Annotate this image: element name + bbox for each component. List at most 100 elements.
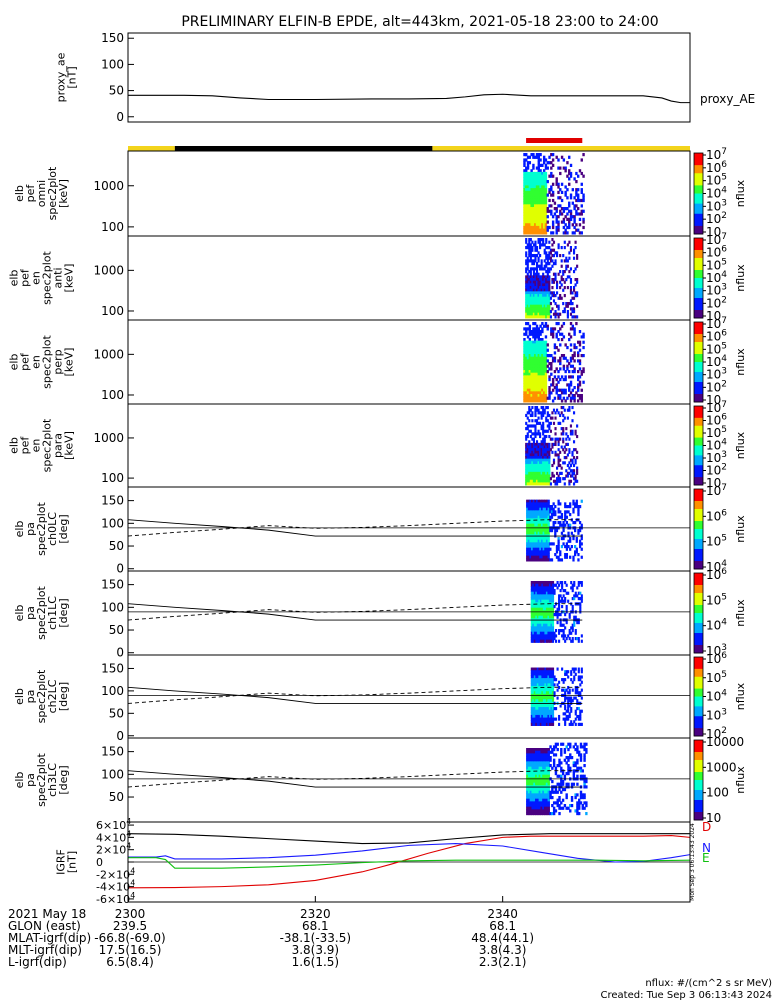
heatmap-cell (576, 812, 579, 816)
heatmap-cell (537, 190, 540, 194)
heatmap-cell (545, 469, 548, 473)
heatmap-cell (552, 521, 555, 525)
colorbar-step (694, 415, 703, 419)
heatmap-cell (526, 764, 529, 768)
heatmap-cell (565, 547, 569, 551)
heatmap-cell (540, 440, 543, 444)
heatmap-cell (536, 720, 539, 724)
heatmap-cell (567, 717, 570, 721)
heatmap-cell (566, 174, 569, 178)
heatmap-cell (542, 388, 546, 392)
heatmap-cell (569, 364, 573, 368)
heatmap-cell (545, 542, 549, 546)
heatmap-cell (557, 545, 560, 549)
heatmap-cell (530, 370, 533, 374)
heatmap-cell (544, 515, 547, 519)
heatmap-cell (547, 750, 550, 754)
heatmap-cell (541, 386, 544, 390)
heatmap-cell (528, 411, 531, 415)
heatmap-cell (526, 351, 530, 355)
heatmap-cell (563, 477, 566, 481)
heatmap-cell (552, 474, 556, 478)
heatmap-cell (534, 442, 537, 446)
heatmap-cell (532, 299, 536, 303)
heatmap-cell (532, 502, 535, 506)
heatmap-cell (529, 296, 532, 300)
heatmap-cell (542, 774, 545, 778)
heatmap-cell (553, 351, 557, 355)
heatmap-cell (556, 764, 559, 768)
heatmap-cell (552, 312, 556, 316)
heatmap-cell (537, 307, 540, 311)
heatmap-cell (540, 753, 543, 757)
heatmap-cell (526, 348, 530, 352)
heatmap-cell (568, 240, 571, 244)
heatmap-cell (535, 432, 539, 436)
heatmap-cell (541, 182, 544, 186)
heatmap-cell (560, 748, 563, 752)
heatmap-cell (546, 275, 549, 279)
y-tick-label: 150 (101, 578, 124, 592)
heatmap-cell (569, 745, 572, 749)
heatmap-cell (539, 523, 542, 527)
heatmap-cell (532, 204, 535, 208)
heatmap-cell (573, 204, 576, 208)
heatmap-cell (562, 406, 565, 410)
heatmap-cell (569, 523, 572, 527)
heatmap-cell (528, 424, 531, 428)
heatmap-cell (530, 699, 533, 703)
heatmap-cell (555, 391, 558, 395)
heatmap-cell (546, 228, 549, 232)
colorbar-step (694, 710, 703, 713)
heatmap-cell (551, 714, 555, 719)
heatmap-cell (532, 330, 535, 334)
heatmap-cell (578, 396, 582, 400)
colorbar-tick-label: 1000 (706, 760, 737, 774)
heatmap-cell (582, 332, 585, 336)
heatmap-cell (585, 780, 588, 784)
heatmap-cell (544, 553, 547, 557)
heatmap-cell (574, 474, 577, 478)
heatmap-cell (556, 479, 559, 483)
heatmap-cell (576, 699, 579, 703)
heatmap-cell (535, 683, 538, 687)
heatmap-cell (544, 680, 547, 684)
heatmap-cell (537, 238, 540, 242)
heatmap-cell (556, 453, 559, 457)
colorbar-step (694, 340, 703, 343)
heatmap-cell (542, 780, 545, 784)
heatmap-cell (569, 809, 572, 813)
heatmap-cell (551, 223, 555, 227)
heatmap-cell (542, 225, 546, 230)
heatmap-cell (562, 225, 566, 230)
heatmap-cell (532, 153, 535, 157)
heatmap-cell (580, 523, 583, 527)
heatmap-cell (557, 542, 560, 546)
colorbar-step (694, 601, 703, 604)
colorbar-step (694, 760, 703, 763)
heatmap-cell (579, 722, 582, 726)
colorbar-step (694, 274, 703, 277)
heatmap-cell (543, 304, 546, 308)
heatmap-cell (535, 605, 538, 609)
heatmap-cell (547, 790, 550, 794)
heatmap-cell (550, 707, 553, 711)
heatmap-cell (529, 798, 533, 802)
heatmap-cell (569, 356, 573, 360)
y-axis-label: elb (8, 270, 21, 287)
heatmap-cell (542, 315, 545, 319)
heatmap-cell (551, 607, 555, 611)
heatmap-cell (532, 667, 535, 671)
colorbar-step (694, 328, 703, 331)
heatmap-cell (548, 667, 552, 671)
heatmap-cell (568, 631, 571, 635)
heatmap-cell (525, 166, 528, 170)
heatmap-cell (531, 246, 534, 250)
heatmap-cell (547, 748, 550, 752)
colorbar-step (694, 625, 703, 628)
heatmap-cell (532, 332, 535, 336)
heatmap-cell (525, 322, 528, 326)
heatmap-cell (532, 499, 535, 503)
heatmap-cell (548, 479, 551, 483)
